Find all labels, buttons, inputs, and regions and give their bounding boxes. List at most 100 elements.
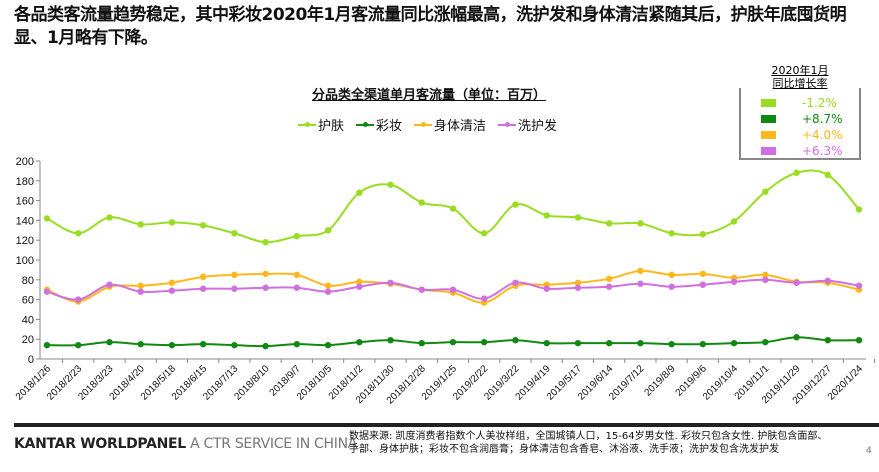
growth-row: +6.3% — [761, 144, 843, 158]
data-point — [168, 341, 176, 349]
growth-value: +6.3% — [802, 144, 843, 158]
data-point — [574, 284, 582, 291]
legend-label: 身体清洁 — [434, 119, 487, 134]
data-point — [481, 230, 488, 237]
data-point — [543, 339, 550, 347]
data-point — [168, 279, 176, 286]
y-tick-label: 180 — [16, 176, 34, 188]
legend-label: 彩妆 — [376, 119, 403, 134]
data-point — [730, 278, 738, 285]
data-point — [262, 270, 269, 278]
data-point — [449, 338, 457, 346]
legend-label: 护肤 — [318, 119, 345, 134]
data-point — [824, 277, 831, 284]
data-point — [762, 271, 769, 279]
data-point — [43, 215, 51, 222]
data-point — [293, 284, 301, 291]
data-point — [668, 283, 675, 290]
data-point — [512, 201, 519, 208]
y-tick-label: 60 — [22, 295, 34, 307]
data-point — [605, 275, 613, 283]
y-tick-label: 160 — [16, 196, 34, 208]
data-point — [543, 285, 550, 292]
y-tick-label: 200 — [16, 156, 34, 168]
data-point — [855, 206, 863, 213]
brand-logo: KANTAR WORLDPANEL A CTR SERVICE IN CHINA — [14, 436, 358, 452]
data-point — [231, 271, 238, 279]
data-point — [43, 288, 51, 295]
y-tick-label: 0 — [28, 354, 34, 366]
legend-label: 洗护发 — [518, 119, 558, 134]
data-point — [855, 282, 863, 289]
page-number: 4 — [866, 446, 872, 456]
data-point — [356, 283, 363, 290]
data-point — [481, 295, 488, 302]
x-tick-label: 2018/8/10 — [232, 363, 272, 403]
data-point — [418, 286, 425, 293]
growth-row: -1.2% — [761, 96, 837, 110]
data-point — [293, 233, 301, 240]
footer-divider — [14, 423, 879, 427]
data-point — [356, 338, 363, 346]
data-point — [637, 220, 644, 227]
y-tick-label: 20 — [22, 334, 34, 346]
legend-marker-icon — [414, 121, 433, 127]
legend-marker-icon — [498, 121, 517, 127]
y-tick-label: 120 — [16, 235, 34, 247]
data-point — [668, 271, 675, 279]
headline: 各品类客流量趋势稳定，其中彩妆2020年1月客流量同比涨幅最高，洗护发和身体清洁… — [14, 5, 847, 48]
source-notes: 数据来源: 凯度消费者指数个人美妆样组，全国城镇人口，15-64岁男女性. 彩妆… — [349, 431, 828, 455]
data-point — [824, 336, 831, 344]
data-point — [418, 339, 425, 347]
data-point — [137, 340, 144, 348]
data-point — [106, 338, 113, 346]
data-point — [137, 288, 144, 295]
growth-title-line1: 2020年1月 — [771, 64, 829, 77]
data-point — [324, 282, 332, 289]
data-point — [605, 339, 613, 347]
data-point — [199, 285, 207, 292]
data-point — [75, 230, 82, 237]
data-point — [262, 284, 269, 291]
data-point — [293, 271, 301, 279]
data-point — [106, 281, 113, 288]
data-point — [512, 279, 519, 286]
data-point — [637, 267, 644, 275]
growth-value: +8.7% — [802, 112, 843, 126]
y-tick-label: 140 — [16, 215, 34, 227]
data-point — [762, 188, 769, 195]
data-point — [574, 339, 582, 347]
legend-item: 彩妆 — [356, 115, 402, 134]
data-point — [730, 339, 738, 347]
data-point — [637, 280, 644, 287]
data-point — [387, 279, 394, 286]
data-point — [75, 296, 82, 303]
data-point — [137, 282, 144, 289]
data-point — [387, 336, 394, 344]
legend-item: 洗护发 — [498, 115, 557, 134]
growth-value: +4.0% — [802, 128, 843, 142]
data-point — [262, 238, 269, 246]
data-point — [637, 339, 644, 347]
data-point — [699, 340, 707, 348]
data-point — [199, 340, 207, 348]
data-point — [699, 270, 707, 278]
data-point — [75, 341, 82, 349]
data-point — [356, 278, 363, 285]
data-point — [324, 227, 332, 234]
growth-row: +4.0% — [761, 128, 843, 142]
data-point — [199, 273, 207, 281]
data-point — [543, 212, 550, 219]
x-tick-label: 2019/8/9 — [642, 363, 678, 399]
growth-box: -1.2% +8.7% +4.0% +6.3% — [739, 88, 861, 160]
data-point — [106, 214, 113, 221]
legend-marker-icon — [356, 121, 375, 127]
data-point — [168, 219, 176, 226]
data-point — [356, 189, 363, 196]
data-point — [449, 205, 457, 212]
growth-swatch — [761, 147, 776, 155]
data-point — [605, 220, 613, 227]
growth-box-title: 2020年1月 同比增长率 — [760, 64, 840, 90]
data-point — [699, 231, 707, 238]
